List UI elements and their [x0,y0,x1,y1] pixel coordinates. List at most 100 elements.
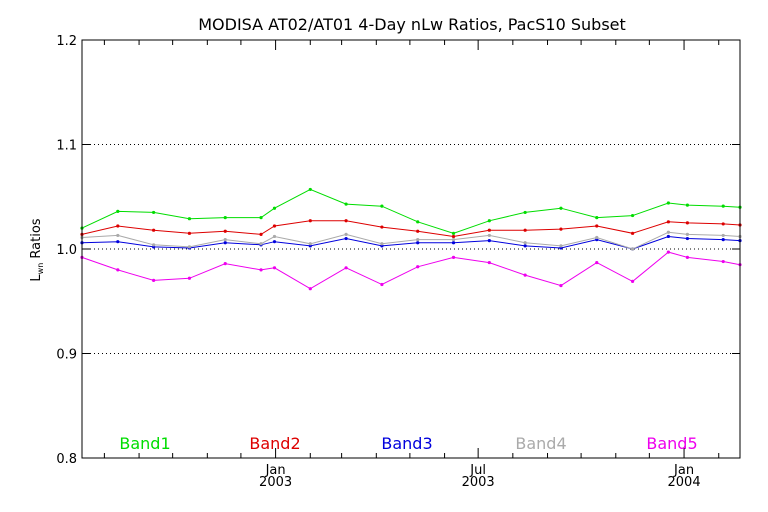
data-point-band1 [595,216,599,220]
data-point-band5 [559,283,563,288]
chart-title: MODISA AT02/AT01 4-Day nLw Ratios, PacS1… [198,15,626,34]
data-point-band5 [380,282,384,287]
x-tick-label-year: 2003 [462,475,495,490]
data-point-band2 [308,219,312,223]
data-point-band3 [223,241,227,245]
data-point-band1 [685,203,690,207]
data-point-band4 [223,237,227,242]
data-point-band1 [630,213,635,218]
legend-entry-band2: Band2 [249,434,300,453]
y-tick-label: 0.9 [56,348,77,363]
data-point-band4 [344,232,348,236]
data-point-band5 [223,262,227,266]
y-tick-label: 1.0 [56,243,77,258]
data-point-band1 [416,220,420,224]
data-point-band1 [152,210,156,215]
y-tick-label: 0.8 [56,452,77,467]
data-point-band5 [116,268,120,272]
data-point-band3 [487,239,491,243]
data-point-band4 [523,241,527,245]
data-point-band4 [685,232,690,236]
data-point-band3 [666,234,670,239]
data-point-band5 [630,279,635,283]
legend-entry-band4: Band4 [515,434,566,453]
data-point-band2 [152,228,156,232]
data-point-band1 [666,201,670,205]
series-line-band5 [81,251,741,290]
data-point-band1 [451,231,456,235]
data-point-band2 [187,231,192,235]
data-point-band2 [721,222,725,226]
data-point-band2 [685,221,690,225]
data-point-band3 [344,236,348,241]
data-point-band4 [630,247,635,251]
data-point-band2 [380,225,384,229]
data-point-band4 [308,242,312,246]
data-point-band2 [223,229,227,233]
series-line-band1 [81,188,741,234]
data-point-band2 [523,228,527,232]
data-point-band4 [487,233,491,238]
data-point-band5 [259,268,263,272]
y-axis-label-sub: wn [36,263,45,275]
data-point-band1 [487,219,491,223]
data-point-band5 [595,260,599,265]
y-tick-label: 1.1 [56,139,77,154]
grid-lines [82,144,740,354]
data-point-band4 [666,230,670,234]
series-line-band4 [81,231,741,250]
data-point-band3 [116,240,120,244]
data-point-band4 [380,242,384,246]
x-tick-label: Jan [265,463,286,478]
data-point-band3 [523,244,527,248]
data-point-band1 [559,206,563,210]
data-point-band3 [416,241,420,245]
data-point-band3 [451,241,456,245]
x-tick-label-year: 2003 [259,475,292,490]
legend-entry-band1: Band1 [119,434,170,453]
data-point-band1 [523,210,527,215]
data-point-band5 [487,260,491,265]
data-point-band4 [416,237,420,242]
data-point-band2 [259,232,263,236]
data-point-band2 [272,224,277,228]
y-axis-label: Lwn Ratios [29,218,45,281]
data-point-band5 [344,266,348,270]
data-point-band5 [272,266,277,270]
x-tick-label: Jan [673,463,694,478]
data-point-band1 [272,206,277,210]
y-axis-label-rest: Ratios [29,218,44,263]
y-tick-label: 1.2 [56,34,77,49]
data-point-band2 [630,231,635,235]
data-point-band1 [380,204,384,208]
data-point-band5 [451,255,456,259]
data-point-band5 [416,265,420,269]
data-point-band5 [721,259,725,264]
data-point-band5 [685,255,690,259]
data-point-band4 [259,242,263,246]
data-point-band5 [308,287,312,291]
data-point-band4 [116,233,120,238]
data-point-band4 [559,244,563,248]
data-point-band1 [223,216,227,220]
data-point-band2 [451,234,456,239]
series-line-band3 [81,235,741,250]
data-point-band3 [272,240,277,244]
legend-entry-band5: Band5 [646,434,697,453]
legend: Band1 Band2 Band3 Band4 Band5 [119,434,697,453]
data-point-band2 [344,219,348,223]
series-lines [80,187,742,291]
data-point-band2 [487,228,491,232]
data-point-band1 [344,202,348,206]
data-point-band5 [523,273,527,277]
data-point-band2 [666,220,670,224]
data-point-band1 [116,209,120,213]
data-point-band1 [308,187,312,192]
data-point-band2 [416,229,420,233]
data-point-band5 [187,276,192,280]
data-point-band4 [595,235,599,240]
data-point-band5 [152,278,156,282]
y-axis-label-main: L [29,274,44,282]
